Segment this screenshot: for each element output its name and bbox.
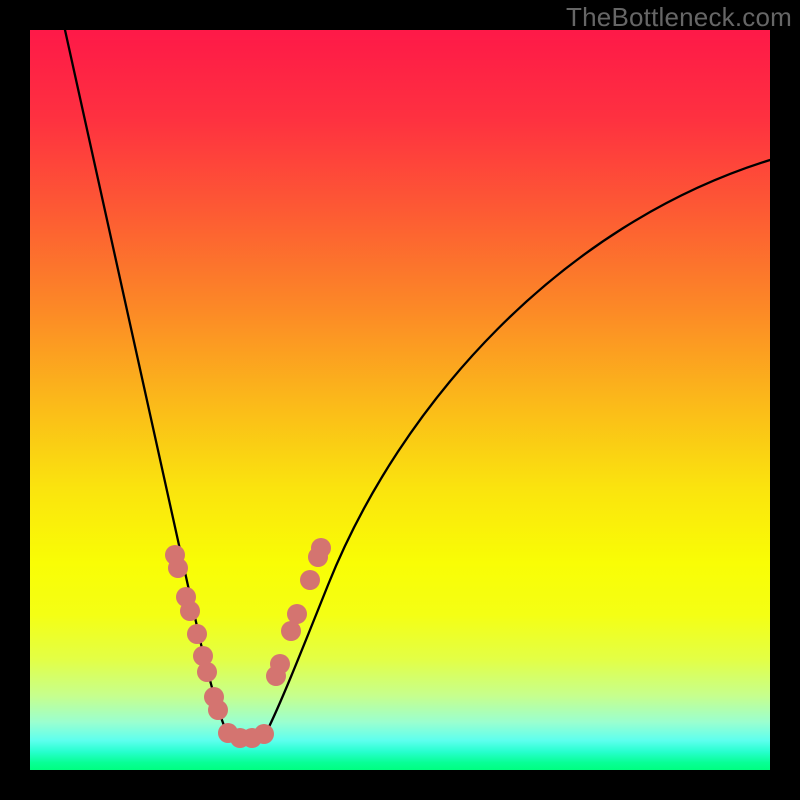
- left-branch-marker: [187, 624, 207, 644]
- watermark-text: TheBottleneck.com: [566, 2, 792, 33]
- right-branch-marker: [308, 547, 328, 567]
- right-branch-marker: [287, 604, 307, 624]
- left-branch-marker: [208, 700, 228, 720]
- right-branch-marker: [266, 666, 286, 686]
- gradient-panel: [30, 30, 770, 770]
- right-branch-marker: [281, 621, 301, 641]
- left-branch-marker: [197, 662, 217, 682]
- left-branch-marker: [168, 558, 188, 578]
- left-branch-marker: [180, 601, 200, 621]
- chart-svg: [0, 0, 800, 800]
- valley-marker: [254, 724, 274, 744]
- right-branch-marker: [300, 570, 320, 590]
- chart-stage: TheBottleneck.com: [0, 0, 800, 800]
